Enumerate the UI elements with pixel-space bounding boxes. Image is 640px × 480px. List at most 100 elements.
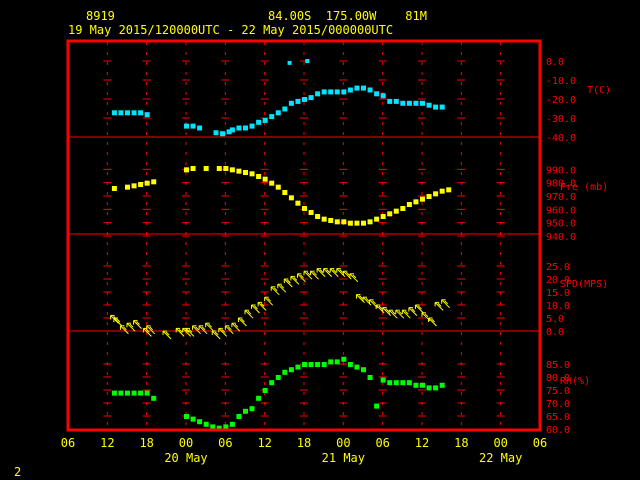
pressure-point <box>223 166 229 171</box>
wind-arrow-mark <box>162 330 172 340</box>
temperature-point <box>341 89 347 95</box>
rh-point <box>321 362 327 367</box>
temperature-point <box>144 112 150 118</box>
station-location: 84.00S 175.00W 81M <box>268 9 427 23</box>
y-tick-label: 60.0 <box>546 425 570 436</box>
temperature-point <box>190 123 196 129</box>
rh-point <box>197 419 203 425</box>
y-tick-label: 5.0 <box>546 314 564 325</box>
rh-point <box>262 388 268 393</box>
temperature-point <box>184 123 189 129</box>
pressure-point <box>151 179 157 185</box>
pressure-point <box>328 218 334 223</box>
x-tick-label: 06 <box>218 436 232 450</box>
wind-arrow-mark <box>388 309 398 319</box>
y-tick-label: -10.0 <box>546 76 576 87</box>
rh-point <box>131 390 137 396</box>
pressure-point <box>433 191 439 197</box>
x-tick-label: 12 <box>100 436 114 450</box>
pressure-point <box>138 182 144 187</box>
panel-axis-label: Pre (mb) <box>560 182 608 193</box>
wind-arrow-mark <box>323 268 333 277</box>
rh-point <box>125 390 130 396</box>
rh-point <box>190 416 196 422</box>
rh-point <box>282 369 288 375</box>
pressure-point <box>262 176 268 182</box>
temperature-point <box>262 117 268 123</box>
wind-arrow-mark <box>434 301 444 311</box>
y-tick-label: 85.0 <box>546 360 570 371</box>
wind-arrow-mark <box>126 322 136 332</box>
rh-point <box>334 359 340 365</box>
station-id: 8919 <box>86 9 115 23</box>
temperature-point <box>361 85 366 91</box>
y-tick-label: 960.0 <box>546 205 576 216</box>
temperature-point <box>305 59 310 63</box>
temperature-point <box>282 106 288 112</box>
wind-arrow-mark <box>211 330 221 340</box>
plot-frame <box>66 39 542 432</box>
wind-arrow-mark <box>142 327 152 337</box>
y-tick-label: 75.0 <box>546 386 570 397</box>
pressure-point <box>256 174 262 179</box>
page-number: 2 <box>14 465 22 479</box>
pressure-point <box>275 184 281 190</box>
pressure-point <box>131 183 137 189</box>
temperature-point <box>328 89 334 95</box>
temperature-point <box>347 87 353 93</box>
x-date-label: 22 May <box>479 451 522 465</box>
pressure-point <box>374 216 380 222</box>
x-tick-label: 00 <box>179 436 193 450</box>
rh-point <box>400 380 406 386</box>
y-tick-label: 20.0 <box>546 275 570 286</box>
temperature-point <box>426 102 432 108</box>
x-tick-label: 18 <box>297 436 311 450</box>
pressure-point <box>354 220 360 226</box>
wind-arrow-mark <box>218 327 228 337</box>
x-date-label: 21 May <box>322 451 365 465</box>
y-tick-label: 0.0 <box>546 327 564 338</box>
wind-arrow-mark <box>237 317 247 327</box>
rh-point <box>433 385 439 391</box>
rh-point <box>387 380 393 386</box>
temperature-point <box>334 89 340 95</box>
rh-point <box>295 364 301 370</box>
rh-point <box>341 356 347 362</box>
pressure-point <box>125 184 130 190</box>
temperature-point <box>236 125 242 131</box>
temperature-point <box>367 87 373 93</box>
y-tick-label: 10.0 <box>546 301 570 312</box>
rh-point <box>308 362 314 367</box>
y-tick-label: 970.0 <box>546 192 576 203</box>
temperature-point <box>220 131 226 137</box>
wind-arrow-mark <box>290 275 300 285</box>
temperature-point <box>269 114 275 120</box>
y-tick-label: 80.0 <box>546 373 570 384</box>
temperature-point <box>413 100 419 106</box>
wind-arrow-mark <box>408 307 418 316</box>
pressure-point <box>420 196 425 202</box>
temperature-point <box>138 110 144 116</box>
temperature-point <box>288 100 294 106</box>
wind-arrow-mark <box>441 299 451 309</box>
temperature-point <box>374 91 380 97</box>
temperature-point <box>213 130 219 136</box>
wind-arrow-mark <box>303 270 313 280</box>
x-tick-label: 12 <box>257 436 271 450</box>
wind-arrow-mark <box>310 270 319 280</box>
pressure-point <box>184 167 189 173</box>
temperature-point <box>302 97 307 102</box>
data-marks <box>110 59 452 431</box>
rh-point <box>111 390 117 396</box>
y-tick-label: -20.0 <box>546 95 576 106</box>
rh-point <box>138 390 144 396</box>
temperature-point <box>393 98 399 104</box>
x-tick-label: 12 <box>415 436 429 450</box>
rh-point <box>203 421 209 427</box>
temperature-point <box>406 100 412 106</box>
pressure-point <box>426 194 432 199</box>
wind-arrow-mark <box>296 273 306 283</box>
pressure-point <box>236 168 242 174</box>
x-tick-label: 06 <box>533 436 547 450</box>
y-tick-label: 65.0 <box>546 412 570 423</box>
